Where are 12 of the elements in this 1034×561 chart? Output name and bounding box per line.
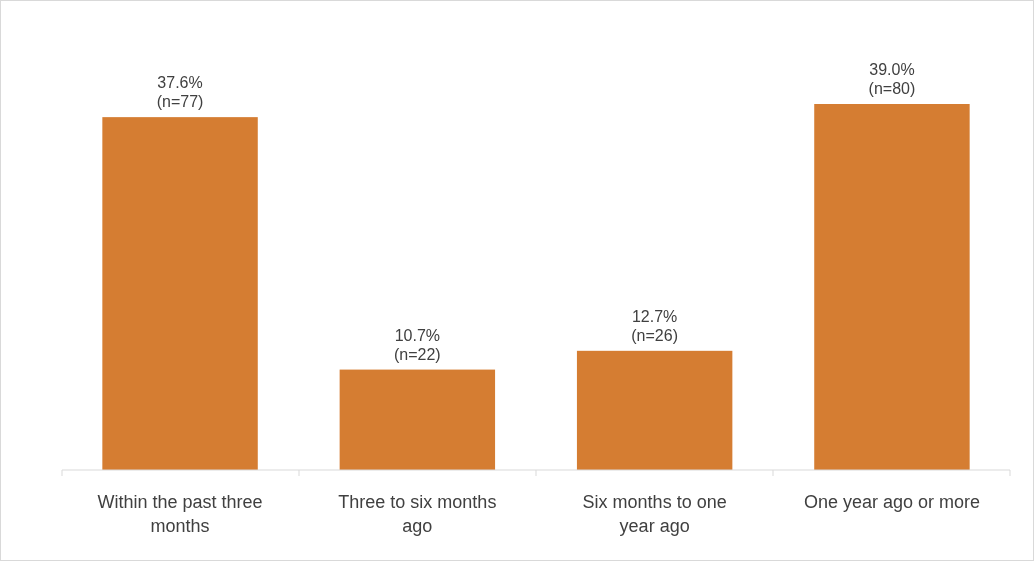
data-label: 37.6% (n=77) xyxy=(156,74,204,111)
x-tick-label: Six months to one year ago xyxy=(582,492,727,536)
data-label: 39.0% (n=80) xyxy=(868,61,916,97)
bar xyxy=(576,350,733,470)
bar xyxy=(102,117,258,470)
data-label: 12.7% (n=26) xyxy=(631,307,678,344)
x-tick-label: One year ago or more xyxy=(803,492,980,512)
x-tick-label: Within the past three months xyxy=(97,492,263,536)
x-tick-label: Three to six months ago xyxy=(338,492,497,536)
bar xyxy=(339,369,496,470)
data-label: 10.7% (n=22) xyxy=(394,326,441,363)
bar xyxy=(814,104,970,470)
